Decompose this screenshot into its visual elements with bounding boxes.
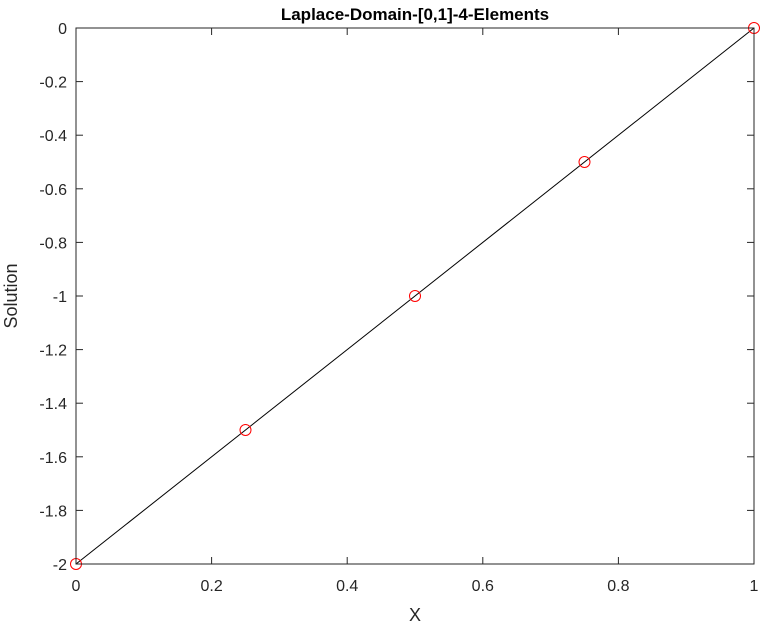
x-axis-label: X <box>409 605 421 625</box>
x-tick-label: 1 <box>750 578 759 595</box>
y-tick-label: -0.6 <box>39 182 67 199</box>
x-tick-label: 0.2 <box>200 578 222 595</box>
y-tick-label: -1.6 <box>39 450 67 467</box>
series-line <box>75 27 755 565</box>
data-point-marker <box>578 156 591 168</box>
x-tick-label: 0.8 <box>607 578 629 595</box>
y-tick-label: -1.8 <box>39 503 67 520</box>
y-tick-label: -1 <box>53 289 67 306</box>
x-tick-label: 0 <box>72 578 81 595</box>
y-tick-label: -0.2 <box>39 75 67 92</box>
y-axis-label: Solution <box>1 263 21 328</box>
data-point-marker <box>409 290 421 302</box>
y-tick-label: -0.8 <box>39 235 67 252</box>
x-axis-ticks: 0 0.2 0.4 0.6 0.8 1 <box>72 28 759 595</box>
y-tick-label: -0.4 <box>39 128 67 145</box>
chart-title: Laplace-Domain-[0,1]-4-Elements <box>281 5 549 24</box>
x-tick-label: 0.4 <box>336 578 358 595</box>
y-tick-label: -1.4 <box>39 396 67 413</box>
y-axis-ticks: 0 -0.2 -0.4 -0.6 -0.8 -1 -1.2 -1.4 -1.6 -1.8 -2 <box>39 21 754 574</box>
x-tick-label: 0.6 <box>472 578 494 595</box>
y-tick-label: -2 <box>53 557 67 574</box>
y-tick-label: 0 <box>58 21 67 38</box>
y-tick-label: -1.2 <box>39 343 67 360</box>
data-point-marker <box>239 424 252 436</box>
series-lines <box>75 27 755 565</box>
